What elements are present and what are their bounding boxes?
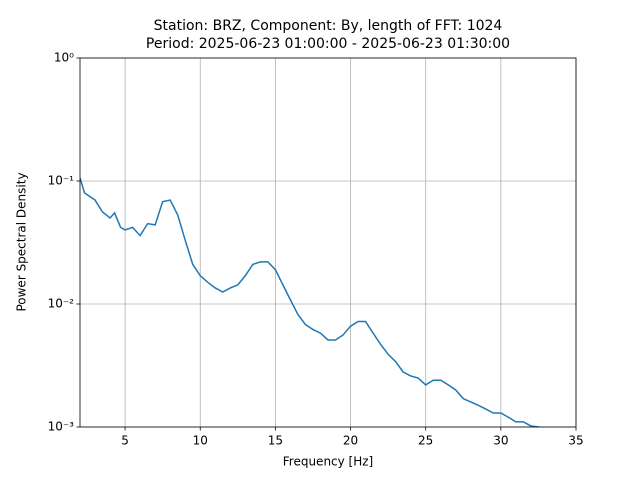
x-tick-label: 30 — [493, 434, 508, 448]
x-tick-label: 35 — [568, 434, 583, 448]
y-tick-label: 10⁻³ — [48, 420, 75, 434]
x-tick-label: 15 — [268, 434, 283, 448]
chart-subtitle: Period: 2025-06-23 01:00:00 - 2025-06-23… — [146, 36, 510, 52]
chart-title: Station: BRZ, Component: By, length of F… — [154, 18, 503, 34]
x-tick-label: 20 — [343, 434, 358, 448]
y-tick-label: 10⁻² — [48, 297, 75, 311]
plot-frame — [79, 57, 577, 428]
y-tick-label: 10⁻¹ — [48, 174, 75, 188]
data-line — [80, 177, 542, 427]
y-tick-label: 10⁰ — [54, 51, 74, 65]
y-axis-label: Power Spectral Density — [15, 172, 29, 311]
x-axis-label: Frequency [Hz] — [283, 455, 374, 469]
x-tick-label: 5 — [121, 434, 129, 448]
x-tick-label: 25 — [418, 434, 433, 448]
x-tick-label: 10 — [193, 434, 208, 448]
